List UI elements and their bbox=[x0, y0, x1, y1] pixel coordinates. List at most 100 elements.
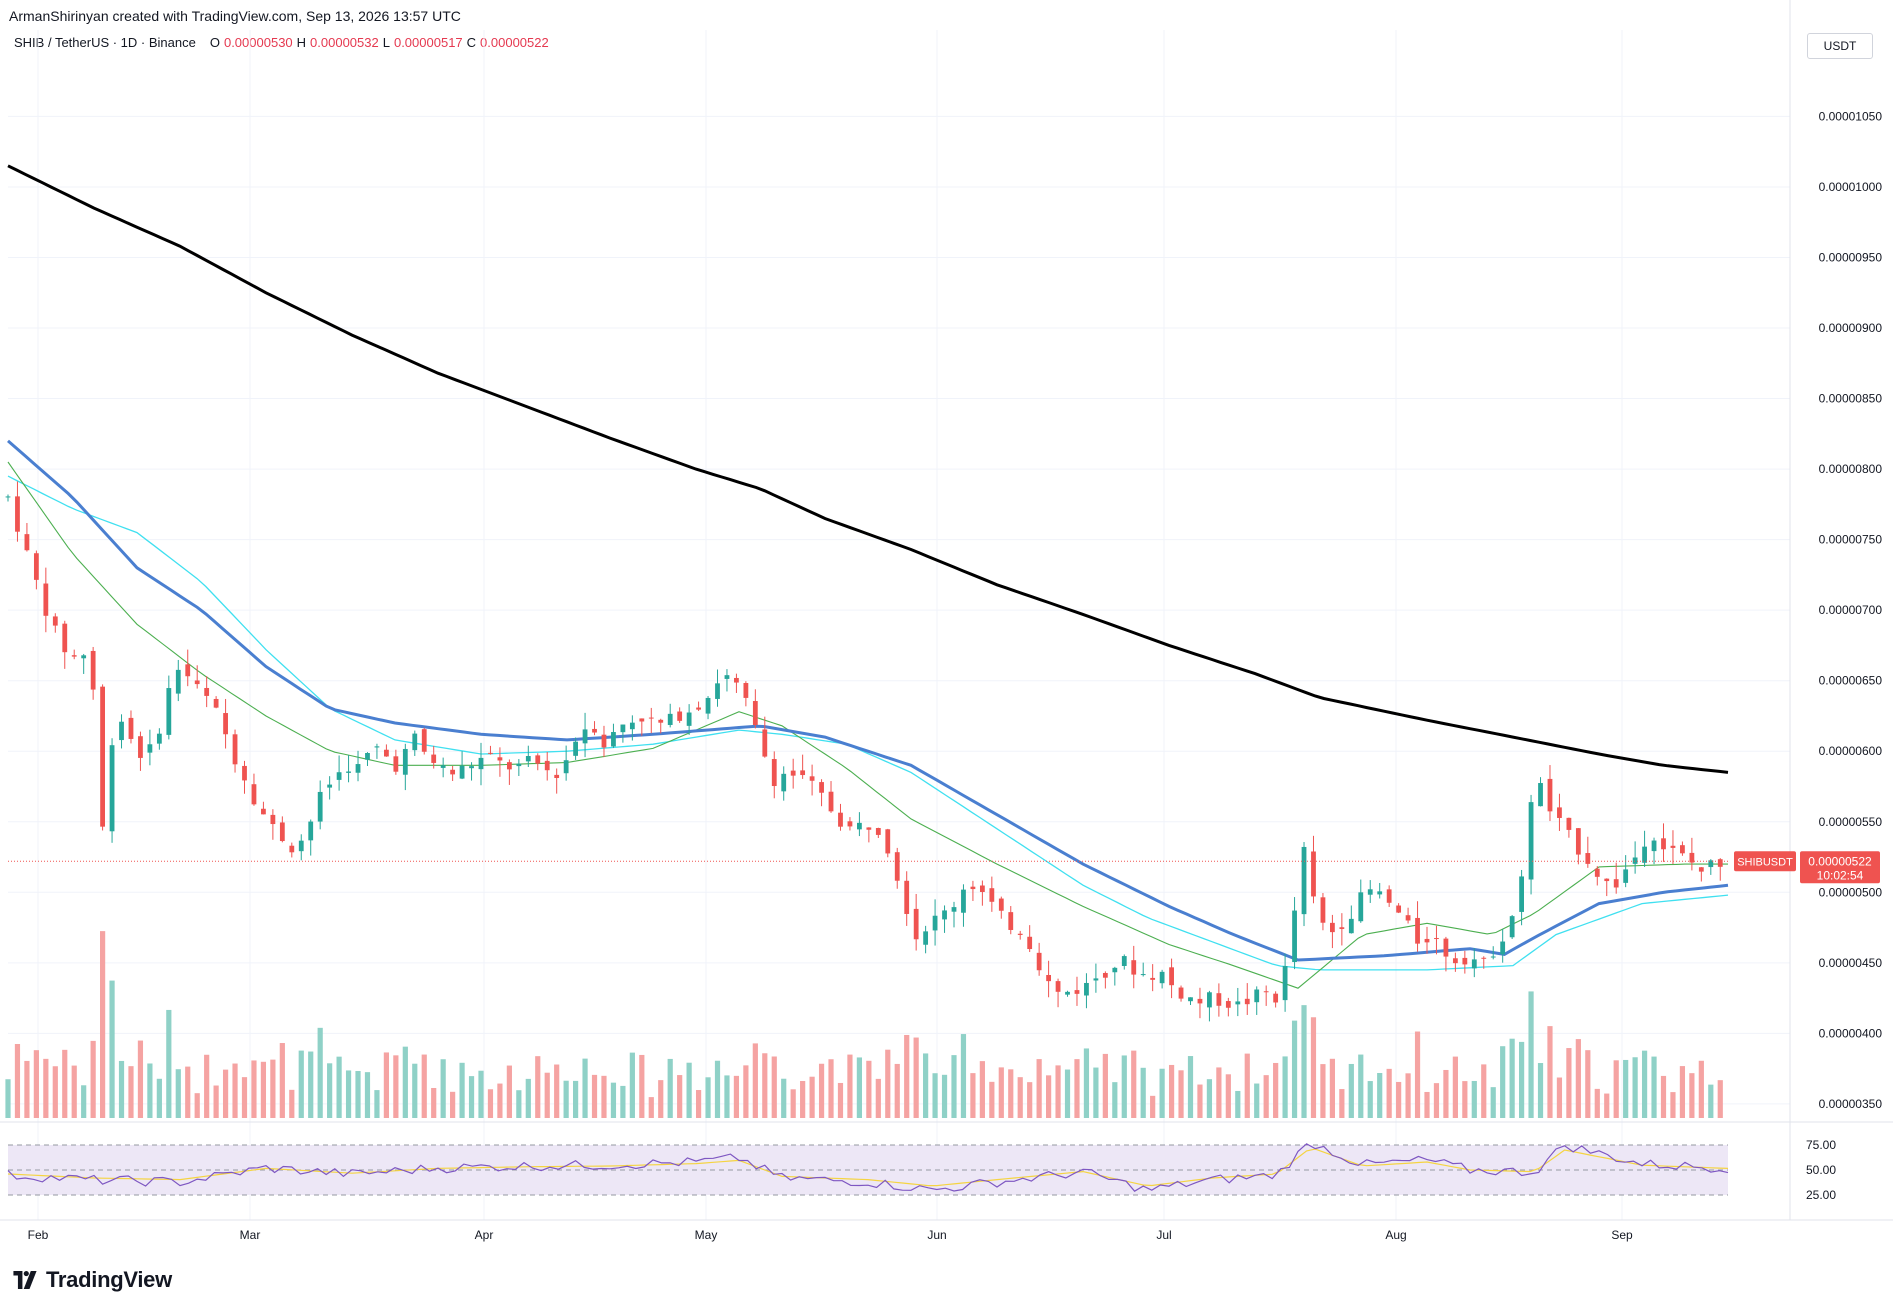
candle-body bbox=[1538, 783, 1543, 807]
volume-bar bbox=[941, 1074, 948, 1118]
candle-body bbox=[715, 683, 720, 699]
volume-bar bbox=[894, 1063, 900, 1118]
volume-bar bbox=[185, 1066, 191, 1118]
candle-body bbox=[1462, 957, 1468, 965]
volume-bar bbox=[1282, 1056, 1288, 1118]
volume-bar bbox=[1187, 1056, 1194, 1118]
volume-bar bbox=[658, 1080, 664, 1118]
volume-bar bbox=[1310, 1017, 1317, 1118]
candle-body bbox=[194, 680, 200, 685]
ma-line-green bbox=[7, 461, 1728, 989]
brand[interactable]: TradingView bbox=[10, 1267, 172, 1293]
volume-bar bbox=[591, 1074, 598, 1118]
symbol-name[interactable]: SHIB / TetherUS · 1D · Binance bbox=[14, 35, 196, 50]
volume-bar bbox=[327, 1063, 333, 1118]
volume-bar bbox=[137, 1040, 144, 1118]
candle-body bbox=[166, 688, 172, 735]
candle-body bbox=[1680, 845, 1685, 854]
price-axis: 0.00001050 0.00001000 0.00000950 0.00000900… bbox=[1819, 109, 1883, 1110]
candle-body bbox=[71, 655, 77, 657]
volume-bar bbox=[1377, 1073, 1383, 1118]
candle-body bbox=[147, 744, 153, 753]
volume-bar bbox=[629, 1052, 635, 1118]
candle-body bbox=[648, 717, 654, 719]
candle-body bbox=[232, 734, 238, 765]
candle-body bbox=[1225, 1001, 1231, 1008]
volume-bar bbox=[497, 1083, 503, 1118]
volume-bar bbox=[847, 1054, 853, 1118]
volume-bar bbox=[1490, 1087, 1496, 1118]
volume-bar bbox=[14, 1044, 21, 1118]
volume-bar bbox=[1291, 1020, 1298, 1118]
volume-bar bbox=[1679, 1066, 1686, 1118]
volume-bar bbox=[1556, 1077, 1563, 1118]
candle-body bbox=[771, 759, 777, 787]
candle-body bbox=[1585, 853, 1591, 864]
candle-body bbox=[1452, 958, 1458, 964]
candle-body bbox=[611, 732, 616, 747]
volume-bar bbox=[686, 1062, 692, 1118]
volume-bars bbox=[5, 931, 1723, 1118]
candle-body bbox=[1046, 974, 1051, 982]
candle-body bbox=[1405, 915, 1411, 921]
candle-body bbox=[1292, 910, 1297, 963]
candle-body bbox=[1055, 981, 1061, 992]
volume-bar bbox=[856, 1057, 862, 1118]
candle-body bbox=[1613, 879, 1619, 888]
volume-bar bbox=[421, 1054, 427, 1118]
candle-body bbox=[894, 852, 900, 881]
volume-bar bbox=[1017, 1077, 1023, 1118]
price-tick-label: 0.00000450 bbox=[1819, 956, 1883, 970]
volume-bar bbox=[1178, 1070, 1184, 1118]
candle-body bbox=[1708, 860, 1714, 868]
volume-bar bbox=[289, 1089, 295, 1118]
candle-body bbox=[563, 760, 569, 774]
candle-body bbox=[800, 770, 806, 776]
time-tick-label: Apr bbox=[475, 1228, 494, 1242]
close-value: 0.00000522 bbox=[480, 35, 549, 50]
volume-bar bbox=[554, 1064, 560, 1118]
volume-bar bbox=[582, 1058, 588, 1118]
volume-bar bbox=[90, 1040, 96, 1118]
currency-button[interactable]: USDT bbox=[1807, 33, 1873, 59]
volume-bar bbox=[308, 1051, 314, 1118]
candle-body bbox=[1594, 868, 1600, 877]
volume-bar bbox=[336, 1056, 342, 1118]
volume-bar bbox=[809, 1076, 815, 1118]
volume-bar bbox=[677, 1075, 683, 1118]
volume-bar bbox=[1320, 1064, 1326, 1118]
volume-bar bbox=[1452, 1056, 1458, 1118]
candle-body bbox=[33, 553, 39, 580]
candlesticks bbox=[5, 481, 1723, 1022]
candle-body bbox=[156, 733, 162, 744]
volume-bar bbox=[960, 1034, 967, 1118]
volume-bar bbox=[450, 1091, 456, 1118]
candle-body bbox=[1661, 838, 1666, 850]
volume-bar bbox=[478, 1070, 484, 1118]
volume-bar bbox=[1462, 1081, 1468, 1118]
price-tick-label: 0.00000850 bbox=[1819, 392, 1883, 406]
volume-bar bbox=[1481, 1064, 1487, 1118]
candle-body bbox=[43, 583, 49, 616]
candle-body bbox=[838, 812, 843, 827]
candle-body bbox=[1027, 936, 1033, 950]
candle-body bbox=[1017, 933, 1023, 935]
volume-bar bbox=[639, 1054, 645, 1118]
volume-bar bbox=[459, 1062, 465, 1118]
volume-bar bbox=[885, 1049, 891, 1118]
volume-bar bbox=[156, 1078, 162, 1118]
volume-bar bbox=[1575, 1039, 1581, 1118]
volume-bar bbox=[951, 1055, 957, 1118]
volume-bar bbox=[147, 1063, 153, 1118]
volume-bar bbox=[667, 1058, 673, 1118]
candle-body bbox=[1434, 938, 1439, 940]
volume-bar bbox=[100, 931, 106, 1118]
volume-bar bbox=[610, 1082, 617, 1118]
candle-body bbox=[724, 675, 730, 679]
candle-body bbox=[592, 728, 597, 733]
candle-body bbox=[204, 687, 210, 696]
volume-bar bbox=[52, 1066, 58, 1118]
price-tick-label: 0.00000400 bbox=[1819, 1026, 1883, 1040]
price-tick-label: 0.00000550 bbox=[1819, 815, 1883, 829]
